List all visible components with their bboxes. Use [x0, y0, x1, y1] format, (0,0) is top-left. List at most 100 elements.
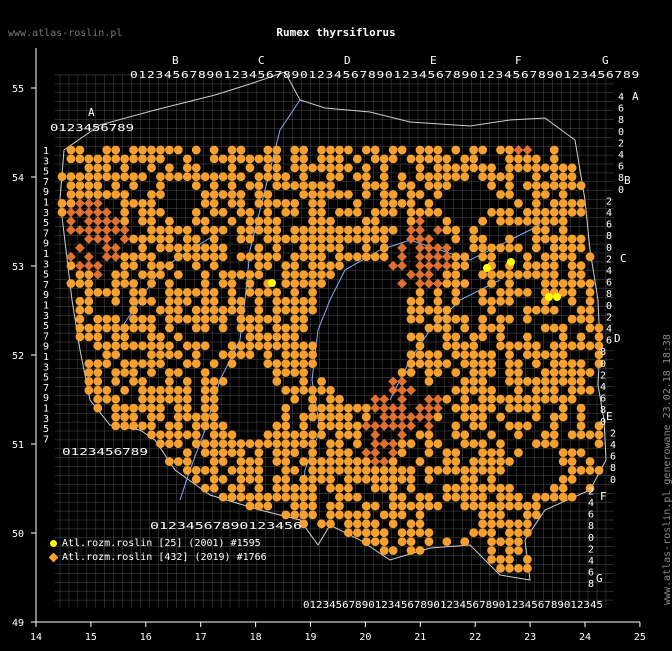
grid-digit-left: 1	[43, 198, 49, 209]
record-point	[254, 172, 264, 182]
record-point	[496, 510, 505, 520]
record-point	[281, 385, 291, 395]
record-point	[379, 154, 389, 164]
record-point	[191, 181, 201, 191]
record-point	[200, 483, 210, 493]
record-point	[129, 403, 139, 413]
record-point-dense	[83, 225, 94, 236]
record-point	[487, 385, 496, 395]
grid-digit-left: 3	[43, 311, 49, 322]
record-point	[478, 457, 488, 466]
record-point	[209, 243, 219, 253]
record-point	[245, 341, 255, 351]
record-point-dense	[406, 234, 416, 244]
record-point-dense	[432, 251, 443, 262]
record-point	[451, 368, 461, 377]
record-point	[352, 199, 362, 208]
record-point	[451, 421, 461, 431]
record-point	[451, 492, 461, 502]
record-point-dense	[388, 420, 399, 431]
record-point	[227, 270, 237, 279]
y-tick-label: 53	[12, 262, 24, 273]
grid-letter-right: E	[606, 410, 613, 423]
record-point	[84, 288, 94, 297]
record-point	[415, 501, 425, 511]
record-point	[147, 154, 156, 164]
record-point	[191, 314, 201, 324]
record-point	[165, 457, 174, 466]
record-point	[442, 466, 452, 475]
record-point	[585, 385, 595, 395]
record-point	[335, 207, 344, 217]
record-point	[549, 154, 559, 164]
record-point	[352, 225, 362, 235]
record-point	[290, 385, 300, 395]
grid-digits-left-bottom: 0123456789	[62, 447, 148, 458]
record-point	[281, 359, 291, 368]
record-point	[254, 314, 264, 324]
record-point	[173, 172, 183, 182]
record-point	[93, 394, 103, 404]
record-point	[236, 305, 246, 315]
record-point	[594, 466, 604, 475]
record-point	[594, 421, 604, 431]
record-point	[317, 216, 326, 226]
record-point	[567, 430, 577, 440]
record-point	[263, 261, 273, 271]
record-point	[84, 377, 94, 386]
grid-digit-left: 1	[43, 146, 49, 157]
record-point	[209, 421, 219, 431]
grid-digit-right: 4	[606, 208, 612, 219]
record-point	[138, 296, 147, 306]
record-point	[281, 323, 291, 333]
record-point	[478, 528, 488, 538]
record-point	[227, 279, 237, 288]
grid-digit-left: 7	[43, 228, 49, 239]
record-point-dense	[92, 198, 103, 209]
record-point	[245, 154, 255, 164]
record-point	[370, 483, 380, 493]
record-point	[415, 359, 425, 368]
record-point-dense	[66, 251, 76, 262]
record-point	[165, 234, 174, 244]
record-point	[496, 483, 505, 493]
record-point	[165, 377, 174, 386]
record-point	[173, 394, 183, 404]
record-point	[424, 501, 434, 511]
record-point-dense	[415, 242, 425, 253]
record-point	[344, 403, 353, 413]
record-point	[335, 412, 344, 422]
record-point	[173, 385, 183, 395]
record-point	[299, 519, 309, 529]
record-point	[523, 305, 532, 315]
grid-digit-left: 3	[43, 259, 49, 270]
grid-letter-top: G	[602, 54, 609, 67]
record-point	[549, 270, 559, 279]
record-point	[290, 305, 300, 315]
record-point	[415, 350, 425, 360]
record-point	[514, 243, 523, 253]
record-point	[102, 350, 112, 360]
record-point	[299, 234, 309, 244]
record-point	[290, 261, 300, 271]
record-point-dense	[424, 251, 434, 262]
record-point	[245, 163, 255, 173]
record-point	[370, 225, 380, 235]
record-point	[120, 261, 130, 271]
legend-label-old: Atl.rozm.roslin [25] (2001) #1595	[62, 538, 261, 549]
record-point	[84, 181, 94, 191]
record-point	[299, 163, 309, 173]
record-point	[406, 332, 416, 342]
record-point	[487, 368, 496, 377]
record-point	[93, 359, 103, 368]
record-point	[308, 412, 317, 422]
record-point	[397, 145, 407, 155]
record-point	[111, 296, 121, 306]
record-point-dense	[441, 251, 452, 262]
record-point	[138, 314, 147, 324]
record-point-dense	[424, 260, 434, 271]
record-point	[308, 394, 317, 404]
record-point	[281, 296, 291, 306]
record-point	[576, 243, 586, 253]
site-label[interactable]: www.atlas-roslin.pl	[8, 28, 123, 39]
